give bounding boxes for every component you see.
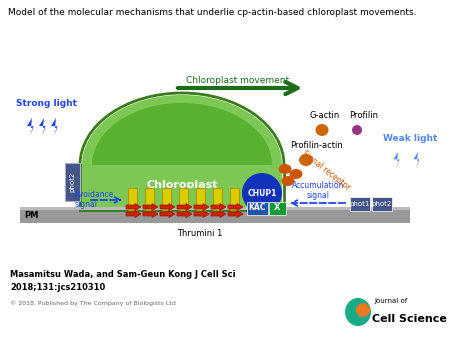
FancyBboxPatch shape — [247, 201, 267, 215]
Bar — [20, 207, 410, 210]
Bar — [145, 188, 154, 210]
Polygon shape — [82, 95, 282, 165]
Text: Profilin: Profilin — [349, 111, 378, 120]
Text: phot2: phot2 — [69, 172, 75, 192]
Bar — [196, 188, 205, 210]
FancyArrow shape — [228, 211, 243, 217]
Ellipse shape — [289, 169, 302, 179]
Text: Masamitsu Wada, and Sam-Geun Kong J Cell Sci
2018;131:jcs210310: Masamitsu Wada, and Sam-Geun Kong J Cell… — [10, 270, 236, 291]
Polygon shape — [92, 103, 272, 165]
Text: CHUP1: CHUP1 — [248, 189, 277, 197]
Bar — [128, 188, 137, 210]
Ellipse shape — [279, 164, 292, 174]
Text: Chloroplast movement: Chloroplast movement — [186, 76, 289, 85]
FancyBboxPatch shape — [269, 201, 285, 215]
FancyArrow shape — [143, 203, 158, 211]
Text: G-actin: G-actin — [310, 111, 340, 120]
FancyArrow shape — [194, 211, 209, 217]
FancyArrow shape — [143, 211, 158, 217]
FancyArrow shape — [211, 211, 226, 217]
FancyArrow shape — [126, 203, 141, 211]
Polygon shape — [51, 118, 58, 136]
FancyArrow shape — [228, 203, 243, 211]
Ellipse shape — [356, 303, 370, 317]
Text: Chloroplast: Chloroplast — [146, 180, 218, 190]
Polygon shape — [39, 118, 45, 136]
Text: © 2018. Published by The Company of Biologists Ltd: © 2018. Published by The Company of Biol… — [10, 300, 176, 306]
Text: Strong light: Strong light — [17, 99, 77, 108]
Bar — [179, 188, 188, 210]
Polygon shape — [414, 152, 419, 168]
Ellipse shape — [299, 154, 313, 166]
FancyBboxPatch shape — [64, 163, 80, 201]
FancyArrow shape — [160, 203, 175, 211]
FancyArrow shape — [177, 211, 192, 217]
Ellipse shape — [352, 125, 362, 135]
Text: X: X — [274, 203, 280, 213]
Text: Journal of: Journal of — [374, 298, 407, 304]
FancyArrow shape — [160, 211, 175, 217]
Text: Profilin-actin: Profilin-actin — [290, 141, 343, 150]
Text: PM: PM — [24, 211, 38, 219]
Bar — [230, 188, 239, 210]
Bar — [82, 165, 282, 210]
Text: phot2: phot2 — [372, 201, 392, 207]
Bar — [213, 188, 222, 210]
FancyArrow shape — [194, 203, 209, 211]
Text: KAC: KAC — [248, 203, 266, 213]
Ellipse shape — [345, 298, 371, 326]
FancyArrow shape — [126, 211, 141, 217]
Text: Weak light: Weak light — [383, 134, 437, 143]
Polygon shape — [27, 118, 33, 136]
Bar — [20, 210, 410, 223]
Text: Signal receptor: Signal receptor — [300, 148, 351, 192]
Ellipse shape — [315, 124, 328, 136]
Text: Thrumini 1: Thrumini 1 — [177, 229, 223, 238]
Text: Accumulation
signal: Accumulation signal — [292, 180, 344, 200]
Text: Cell Science: Cell Science — [372, 314, 447, 324]
Bar — [162, 188, 171, 210]
Ellipse shape — [242, 173, 282, 213]
Text: phot1: phot1 — [350, 201, 370, 207]
Ellipse shape — [282, 176, 294, 186]
Text: Avoidance
signal: Avoidance signal — [75, 190, 114, 210]
Text: Model of the molecular mechanisms that underlie cp-actin-based chloroplast movem: Model of the molecular mechanisms that u… — [8, 8, 417, 17]
FancyBboxPatch shape — [372, 197, 392, 211]
FancyArrow shape — [177, 203, 192, 211]
Bar — [247, 188, 256, 210]
FancyArrow shape — [211, 203, 226, 211]
FancyBboxPatch shape — [350, 197, 370, 211]
Polygon shape — [393, 152, 399, 168]
